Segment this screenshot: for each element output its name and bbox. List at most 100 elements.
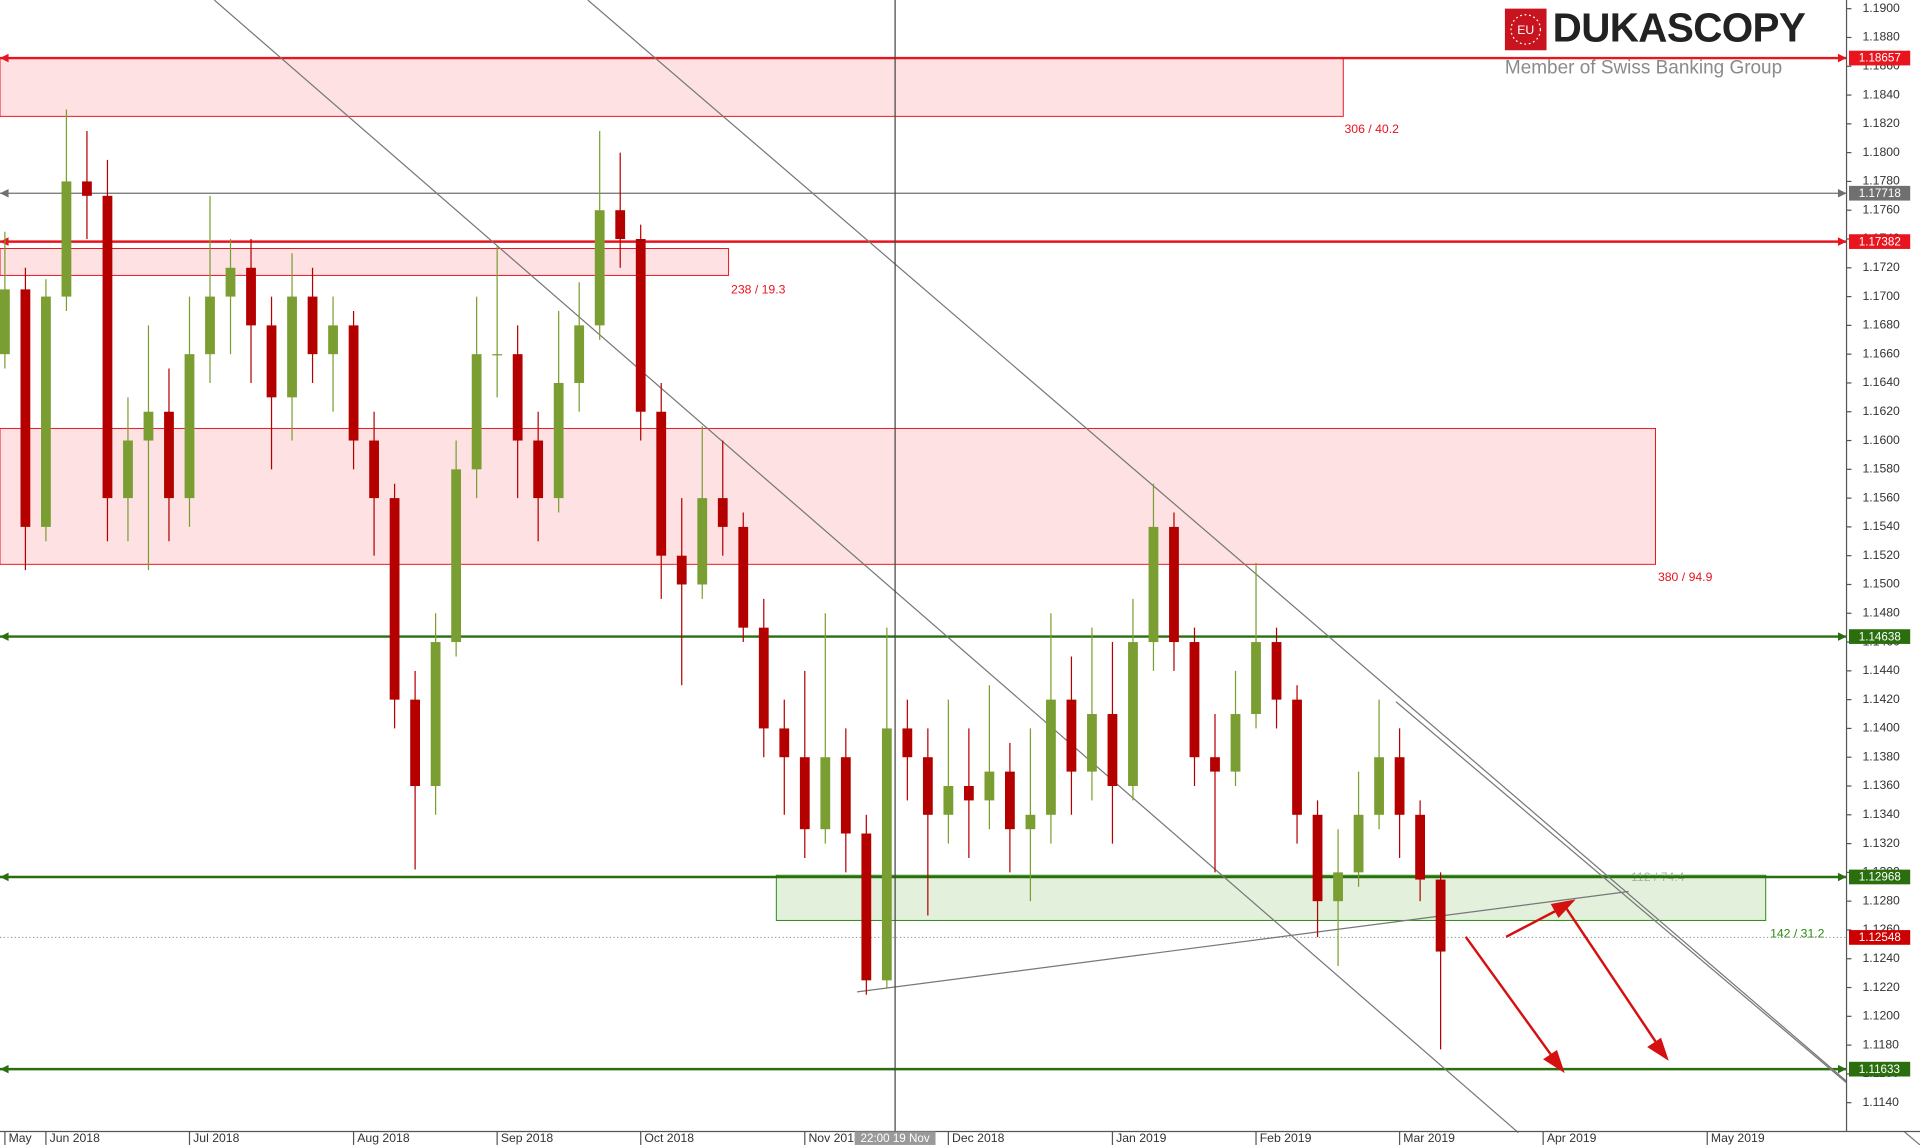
candle-body <box>1066 699 1077 772</box>
candle-body <box>164 411 174 499</box>
candle-body <box>594 210 605 326</box>
candle-body <box>102 195 113 499</box>
arrowhead <box>1543 1049 1565 1074</box>
level-end <box>1837 188 1847 198</box>
y-tick-label: 1.1720 <box>1862 260 1900 274</box>
candle-body <box>738 526 749 628</box>
candle-body <box>205 296 215 355</box>
candle-body <box>943 786 954 815</box>
y-tick-label: 1.1280 <box>1862 893 1900 907</box>
candle-body <box>902 728 913 758</box>
arrow <box>1464 936 1557 1062</box>
y-tick-label: 1.1380 <box>1862 749 1900 763</box>
level-end <box>1837 632 1847 641</box>
zone <box>775 874 1767 921</box>
x-tick-label: May <box>9 1131 33 1145</box>
y-tick-label: 1.1760 <box>1862 202 1900 216</box>
candle-body <box>246 267 256 326</box>
y-tick-label: 1.1320 <box>1862 836 1900 850</box>
price-tag <box>1848 930 1911 945</box>
y-tick-label: 1.1780 <box>1862 174 1900 188</box>
level-end <box>0 1064 9 1074</box>
candle-body <box>1005 771 1015 830</box>
y-tick-label: 1.1360 <box>1862 778 1900 792</box>
price-tag-label: 1.12548 <box>1859 931 1901 944</box>
y-tick-label: 1.1180 <box>1862 1037 1899 1051</box>
candle-body <box>1210 757 1220 772</box>
candle-body <box>0 289 10 355</box>
price-tag-label: 1.18657 <box>1859 52 1901 65</box>
x-tick-label: Jun 2018 <box>50 1131 101 1145</box>
logo-badge-text: EU <box>1517 23 1534 37</box>
y-tick-label: 1.1600 <box>1862 433 1900 447</box>
crosshair-tag <box>854 1131 936 1145</box>
y-tick-label: 1.1620 <box>1862 404 1900 418</box>
candle-body <box>1107 714 1118 787</box>
trendlines <box>213 0 1920 1145</box>
x-tick-label: Jul 2018 <box>193 1131 239 1145</box>
x-tick-label: May 2019 <box>1711 1131 1765 1145</box>
candle-body <box>287 296 297 398</box>
y-tick-label: 1.1840 <box>1862 87 1900 101</box>
candle-body <box>492 354 503 356</box>
level-end <box>0 53 9 63</box>
candle-body <box>861 833 872 981</box>
trendline <box>1395 701 1920 1145</box>
logo-name: DUKASCOPY <box>1553 4 1806 50</box>
candle-body <box>1189 642 1200 758</box>
arrowhead <box>1647 1037 1669 1061</box>
logo-stars <box>1510 14 1542 45</box>
x-tick-label: Dec 2018 <box>952 1131 1005 1145</box>
candle-body <box>1128 642 1138 787</box>
candle-body <box>697 498 708 585</box>
candle-body <box>225 267 236 297</box>
zone-label: 142 / 31.2 <box>1770 927 1825 941</box>
candle-body <box>1353 814 1364 873</box>
level-end <box>1837 237 1847 246</box>
y-tick-label: 1.1580 <box>1862 462 1900 476</box>
x-tick-label: Aug 2018 <box>357 1131 410 1145</box>
candle-body <box>123 440 133 499</box>
candle-body <box>389 498 400 700</box>
x-tick-label: Apr 2019 <box>1547 1131 1597 1145</box>
candle-body <box>1312 814 1323 902</box>
candle-body <box>20 289 31 527</box>
candle-body <box>758 627 769 729</box>
trendline <box>213 0 1519 1134</box>
candle-body <box>1374 757 1384 815</box>
candle-body <box>799 757 810 830</box>
candle-body <box>471 354 482 470</box>
candle-body <box>1292 699 1302 815</box>
candle-body <box>348 325 359 441</box>
candle-body <box>963 786 974 801</box>
y-tick-label: 1.1900 <box>1862 1 1900 15</box>
level-end <box>0 188 9 198</box>
candle-body <box>369 440 379 499</box>
zone-label: 238 / 19.3 <box>731 282 786 296</box>
price-tag <box>1848 1061 1911 1077</box>
level-end <box>0 632 9 641</box>
price-tag-label: 1.17718 <box>1859 187 1901 200</box>
candle-body <box>184 354 195 499</box>
candle-body <box>1271 642 1282 700</box>
candle-body <box>881 728 892 981</box>
candle-body <box>1046 699 1056 815</box>
zone <box>0 427 1657 565</box>
level-end <box>1837 53 1847 63</box>
candle-body <box>307 296 318 355</box>
zone <box>0 248 730 276</box>
price-tag-label: 1.14638 <box>1859 630 1901 643</box>
y-tick-label: 1.1880 <box>1862 30 1900 44</box>
price-tags: 1.18657 1.17718 1.17382 1.14638 1.12968 1.116… <box>1848 50 1911 1077</box>
logo: EU DUKASCOPY Member of Swiss Banking Gro… <box>1504 4 1807 79</box>
candle-body <box>676 555 687 585</box>
candles <box>0 109 1446 1050</box>
candle-body <box>1169 526 1179 643</box>
y-tick-label: 1.1660 <box>1862 346 1900 360</box>
y-tick-label: 1.1560 <box>1862 490 1900 504</box>
x-tick-label: Jan 2019 <box>1116 1131 1167 1145</box>
candle-body <box>1251 642 1261 715</box>
y-tick-label: 1.1640 <box>1862 375 1900 389</box>
